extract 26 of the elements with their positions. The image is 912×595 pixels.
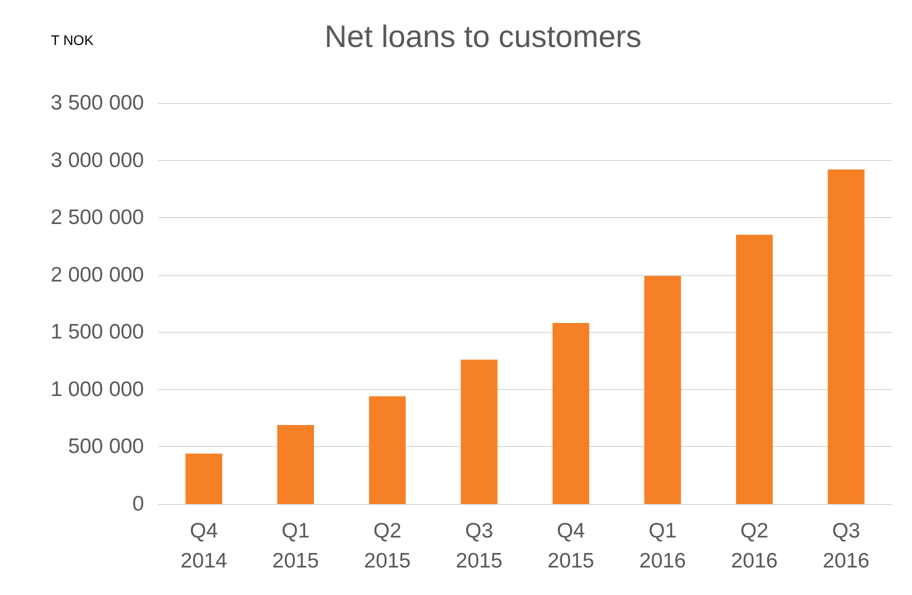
bar (460, 360, 498, 504)
bar (828, 169, 864, 504)
y-tick-label: 3 000 000 (50, 148, 144, 172)
y-tick-label: 1 000 000 (50, 378, 144, 401)
y-tick-label: 2 500 000 (50, 206, 144, 230)
y-tick-label: 1 500 000 (50, 320, 144, 344)
x-tick-label: Q4 2014 (180, 520, 228, 572)
x-tick-label: Q3 2016 (822, 520, 870, 572)
bar (644, 276, 681, 504)
x-tick-label: Q2 2016 (731, 520, 778, 572)
y-tick-label: 0 (132, 492, 144, 516)
y-tick-label: 2 000 000 (50, 263, 144, 286)
x-tick-label: Q3 2015 (456, 520, 502, 572)
y-tick-label: 3 500 000 (50, 92, 144, 114)
bar (369, 396, 406, 504)
y-tick-label: 500 000 (68, 435, 144, 458)
bar (277, 424, 314, 504)
x-tick-label: Q2 2015 (364, 520, 411, 572)
chart-title: Net loans to customers (324, 19, 642, 54)
bar (186, 454, 222, 504)
x-tick-label: Q1 2015 (272, 520, 319, 572)
x-tick-label: Q1 2016 (639, 520, 686, 572)
bar (736, 234, 773, 504)
y-axis-title: T NOK (51, 32, 94, 48)
x-tick-label: Q4 2015 (548, 520, 594, 572)
bar (552, 322, 590, 504)
